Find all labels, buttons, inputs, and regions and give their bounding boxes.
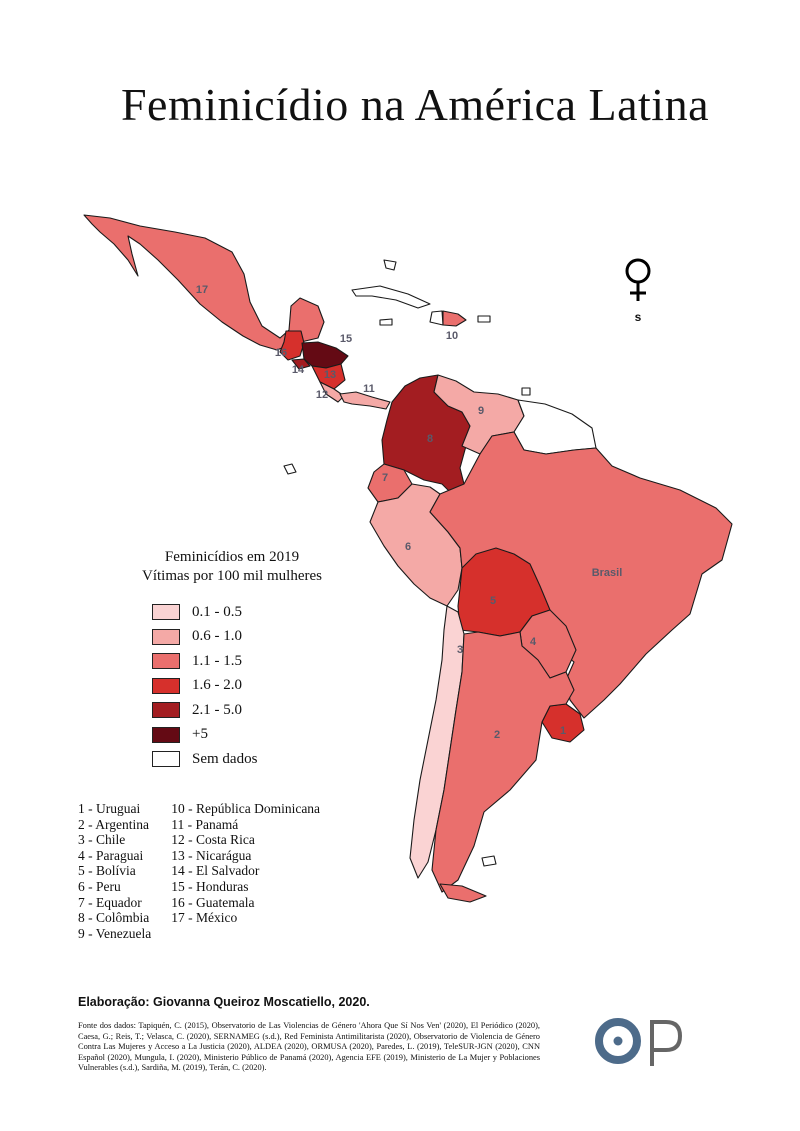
country-key-item: 14 - El Salvador: [171, 863, 260, 879]
legend-item: Sem dados: [152, 747, 352, 772]
country-key-item: 15 - Honduras: [171, 878, 249, 894]
country-key-column-2: 10 - República Dominicana 11 - Panamá 12 -…: [171, 801, 320, 941]
op-logo: [594, 1014, 694, 1079]
legend-label: +5: [192, 726, 208, 743]
data-sources: Fonte dos dados: Tapiquén, C. (2015), Ob…: [78, 1021, 540, 1073]
legend-swatch: [152, 751, 180, 768]
legend-label: Sem dados: [192, 750, 258, 767]
label-peru: 6: [405, 541, 411, 553]
country-key-item: 3 - Chile: [78, 832, 126, 848]
map-title: Feminicídio na América Latina: [120, 79, 710, 130]
country-key-item: 5 - Bolívia: [78, 863, 136, 879]
country-key-item: 10 - República Dominicana: [171, 801, 321, 816]
label-costa-rica: 12: [316, 389, 328, 401]
legend-swatch: [152, 653, 180, 670]
label-argentina: 2: [494, 729, 500, 741]
legend-item: 1.1 - 1.5: [152, 649, 352, 674]
map-legend: Feminicídios em 2019 Vítimas por 100 mil…: [112, 548, 352, 772]
country-argentina[interactable]: [431, 631, 575, 893]
country-el-salvador[interactable]: [291, 358, 311, 370]
country-key-item: 1 - Uruguai: [78, 801, 141, 816]
label-colombia: 8: [427, 433, 433, 445]
country-costa-rica[interactable]: [319, 381, 345, 403]
country-key-column-1: 1 - Uruguai 2 - Argentina 3 - Chile 4 - Par…: [78, 801, 151, 941]
legend-label: 0.6 - 1.0: [192, 628, 242, 645]
country-key-item: 8 - Colômbia: [78, 910, 150, 926]
label-chile: 3: [457, 644, 463, 656]
country-tierra-del-fuego[interactable]: [439, 883, 487, 903]
country-key-item: 4 - Paraguai: [78, 847, 144, 863]
venus-letter: s: [634, 310, 642, 324]
label-ecuador: 7: [382, 472, 388, 484]
island-puerto-rico: [477, 315, 491, 323]
country-key-item: 2 - Argentina: [78, 816, 149, 832]
country-mexico[interactable]: [83, 214, 325, 351]
label-bolivia: 5: [490, 595, 496, 607]
country-guianas[interactable]: [513, 399, 597, 455]
country-uruguay[interactable]: [541, 703, 585, 743]
label-panama: 11: [363, 383, 375, 395]
label-venezuela: 9: [478, 405, 484, 417]
author-credit: Elaboração: Giovanna Queiroz Moscatiello…: [78, 995, 370, 1009]
legend-label: 0.1 - 0.5: [192, 603, 242, 620]
label-nicaragua: 13: [324, 369, 336, 381]
legend-swatch: [152, 702, 180, 719]
country-panama[interactable]: [339, 391, 391, 410]
legend-item: 0.6 - 1.0: [152, 625, 352, 650]
label-guatemala: 16: [275, 347, 287, 359]
country-key-item: 7 - Equador: [78, 894, 142, 910]
country-key-item: 17 - México: [171, 910, 238, 926]
country-key-item: 9 - Venezuela: [78, 925, 152, 941]
venus-symbol: s: [618, 255, 658, 324]
legend-label: 1.1 - 1.5: [192, 652, 242, 669]
country-key-item: 16 - Guatemala: [171, 894, 255, 910]
island-trinidad: [521, 387, 531, 396]
legend-title: Feminicídios em 2019 Vítimas por 100 mil…: [112, 548, 352, 586]
island-falklands: [481, 855, 497, 867]
label-brazil: Brasil: [592, 567, 623, 579]
legend-label: 1.6 - 2.0: [192, 677, 242, 694]
label-dominican-republic: 10: [446, 330, 458, 342]
legend-title-line1: Feminicídios em 2019: [164, 549, 300, 565]
legend-swatch: [152, 726, 180, 743]
island-galapagos: [283, 463, 297, 475]
island-jamaica: [379, 318, 393, 326]
legend-swatch: [152, 604, 180, 621]
country-key-item: 12 - Costa Rica: [171, 832, 255, 848]
country-key-item: 13 - Nicarágua: [171, 847, 252, 863]
country-guatemala[interactable]: [279, 330, 305, 361]
country-key-item: 6 - Peru: [78, 878, 121, 894]
label-honduras: 15: [340, 333, 352, 345]
label-mexico: 17: [196, 284, 208, 296]
legend-swatch: [152, 628, 180, 645]
label-paraguay: 4: [530, 636, 537, 648]
legend-item: 0.1 - 0.5: [152, 600, 352, 625]
country-cuba[interactable]: [351, 285, 431, 309]
label-uruguay: 1: [560, 725, 566, 737]
country-haiti[interactable]: [429, 310, 444, 326]
legend-swatch: [152, 677, 180, 694]
legend-label: 2.1 - 5.0: [192, 701, 242, 718]
op-logo-icon: [595, 1018, 683, 1066]
legend-item: 1.6 - 2.0: [152, 674, 352, 699]
island-bahamas: [383, 259, 397, 271]
venus-icon: [625, 258, 651, 301]
label-el-salvador: 14: [292, 364, 305, 376]
country-dominican-republic[interactable]: [442, 310, 467, 327]
legend-title-line2: Vítimas por 100 mil mulheres: [142, 568, 322, 584]
legend-item: 2.1 - 5.0: [152, 698, 352, 723]
legend-item: +5: [152, 723, 352, 748]
country-key-item: 11 - Panamá: [171, 816, 239, 832]
legend-items: 0.1 - 0.5 0.6 - 1.0 1.1 - 1.5 1.6 - 2.0 2.1 …: [152, 600, 352, 772]
country-key-list: 1 - Uruguai 2 - Argentina 3 - Chile 4 - Par…: [78, 801, 340, 941]
